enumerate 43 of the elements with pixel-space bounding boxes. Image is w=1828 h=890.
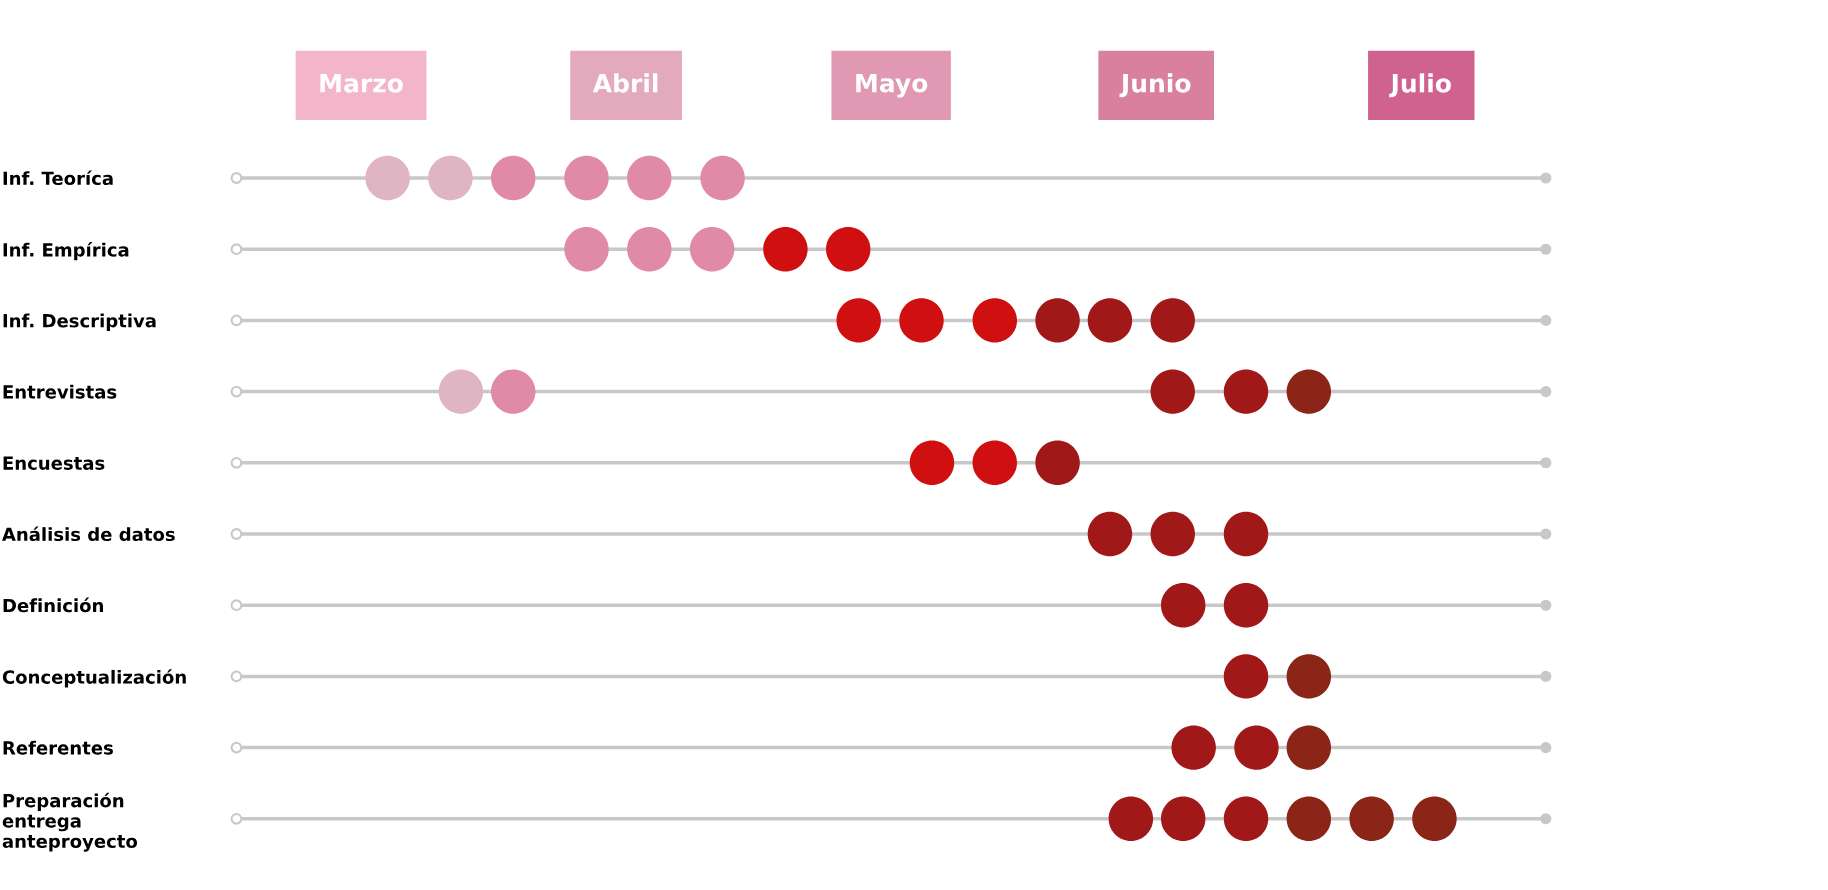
- point: [1161, 796, 1206, 842]
- y-tick-label: Referentes: [3, 740, 113, 755]
- point: [1349, 796, 1394, 842]
- point: [1035, 298, 1080, 343]
- y-tick-label: Inf. Empírica: [3, 241, 129, 261]
- point: [763, 226, 808, 272]
- point: [700, 155, 745, 201]
- y-tick-label: Análisis de datos: [2, 526, 175, 542]
- y-tick-label: Inf. Descriptiva: [3, 313, 156, 332]
- point: [1234, 725, 1279, 770]
- point: [1087, 511, 1133, 557]
- text: Julio: [1389, 73, 1451, 98]
- y-tick-label: Preparación entrega anteproyecto: [2, 792, 138, 852]
- point: [1150, 369, 1195, 414]
- point: [1286, 369, 1332, 414]
- y-tick-label: Definición: [3, 597, 103, 613]
- point: [1223, 582, 1269, 628]
- point: [1171, 725, 1216, 770]
- point: [1161, 582, 1206, 628]
- text: Marzo: [320, 74, 403, 93]
- point: [909, 440, 955, 486]
- point: [826, 226, 871, 272]
- point: [438, 369, 484, 414]
- y-tick-label: Encuestas: [3, 456, 105, 470]
- point: [1223, 511, 1269, 557]
- text: Mayo: [856, 73, 928, 98]
- point: [836, 298, 881, 343]
- text: Abril: [592, 73, 658, 93]
- y-tick-label: Conceptualización: [2, 669, 186, 688]
- y-tick-label: Entrevistas: [3, 384, 117, 399]
- point: [899, 298, 944, 343]
- point: [1150, 511, 1195, 557]
- point: [1223, 796, 1269, 842]
- point: [1223, 369, 1269, 414]
- text: Junio: [1119, 73, 1191, 98]
- point: [972, 440, 1018, 486]
- point: [365, 155, 410, 201]
- point: [428, 155, 473, 201]
- point: [1223, 654, 1269, 699]
- point: [1035, 440, 1080, 486]
- y-tick-label: Inf. Teoríca: [3, 170, 113, 186]
- point: [1108, 796, 1154, 842]
- point: [972, 298, 1018, 343]
